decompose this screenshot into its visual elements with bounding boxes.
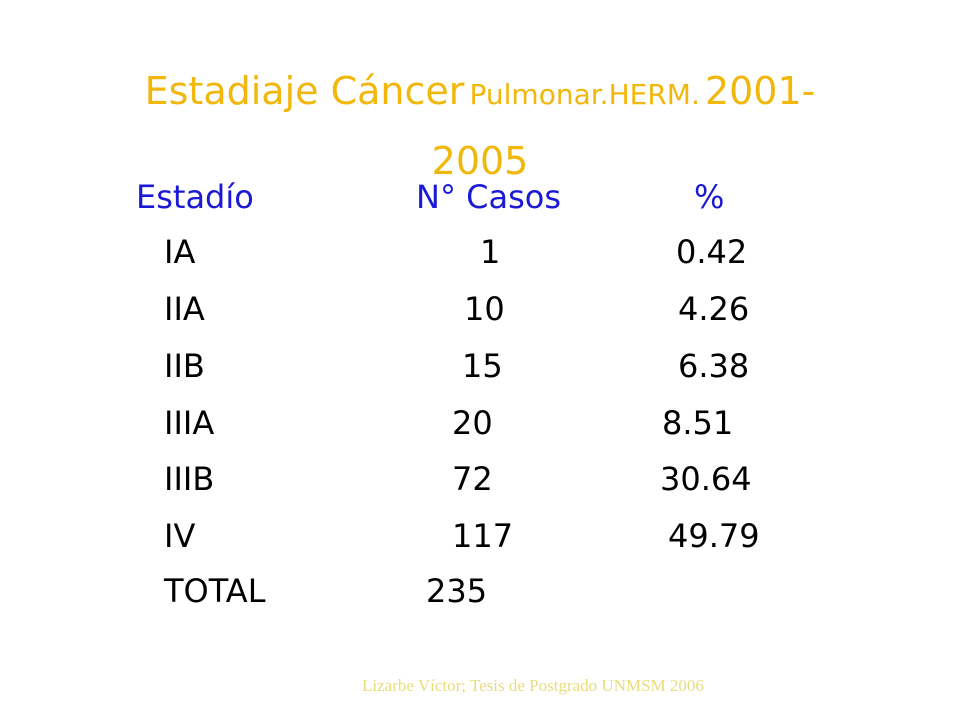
percent-cell: 8.51: [662, 404, 734, 442]
percent-cell: 49.79: [668, 517, 760, 555]
cases-cell: 1: [480, 233, 501, 271]
cases-cell: 117: [452, 517, 514, 555]
title-part-1: Estadiaje Cáncer: [144, 69, 465, 113]
stage-cell: IIIB: [164, 460, 215, 498]
table-row: IIA 10 4.26: [0, 284, 960, 334]
title-part-3: .: [690, 78, 700, 111]
table-row: IV 117 49.79: [0, 511, 960, 561]
stage-cell: IIA: [164, 290, 205, 328]
cases-cell: 235: [426, 572, 488, 610]
stage-cell: IIIA: [164, 404, 215, 442]
cases-cell: 15: [462, 347, 503, 385]
percent-cell: 4.26: [678, 290, 750, 328]
header-stage: Estadío: [136, 178, 254, 216]
table-row: IA 1 0.42: [0, 227, 960, 277]
header-percent: %: [694, 178, 725, 216]
table-header-row: Estadío N° Casos %: [0, 172, 960, 222]
percent-cell: 6.38: [678, 347, 750, 385]
table-row: IIB 15 6.38: [0, 341, 960, 391]
table-row: IIIA 20 8.51: [0, 398, 960, 448]
percent-cell: 0.42: [676, 233, 748, 271]
table-row: IIIB 72 30.64: [0, 454, 960, 504]
stage-cell: IIB: [164, 347, 205, 385]
title-part-5: 2005: [431, 139, 529, 183]
cases-cell: 10: [464, 290, 505, 328]
cases-cell: 20: [452, 404, 493, 442]
cases-cell: 72: [452, 460, 493, 498]
slide-title: Estadiaje Cáncer Pulmonar.HERM. 2001- 20…: [80, 60, 880, 200]
header-cases: N° Casos: [416, 178, 561, 216]
stage-cell: IV: [164, 517, 196, 555]
stage-cell: TOTAL: [164, 572, 266, 610]
table-row-total: TOTAL 235: [0, 566, 960, 616]
title-part-4: 2001-: [704, 69, 816, 113]
title-part-2: Pulmonar.HERM: [469, 78, 691, 111]
percent-cell: 30.64: [660, 460, 752, 498]
stage-cell: IA: [164, 233, 196, 271]
citation-footer: Lizarbe Víctor; Tesis de Postgrado UNMSM…: [362, 676, 704, 695]
